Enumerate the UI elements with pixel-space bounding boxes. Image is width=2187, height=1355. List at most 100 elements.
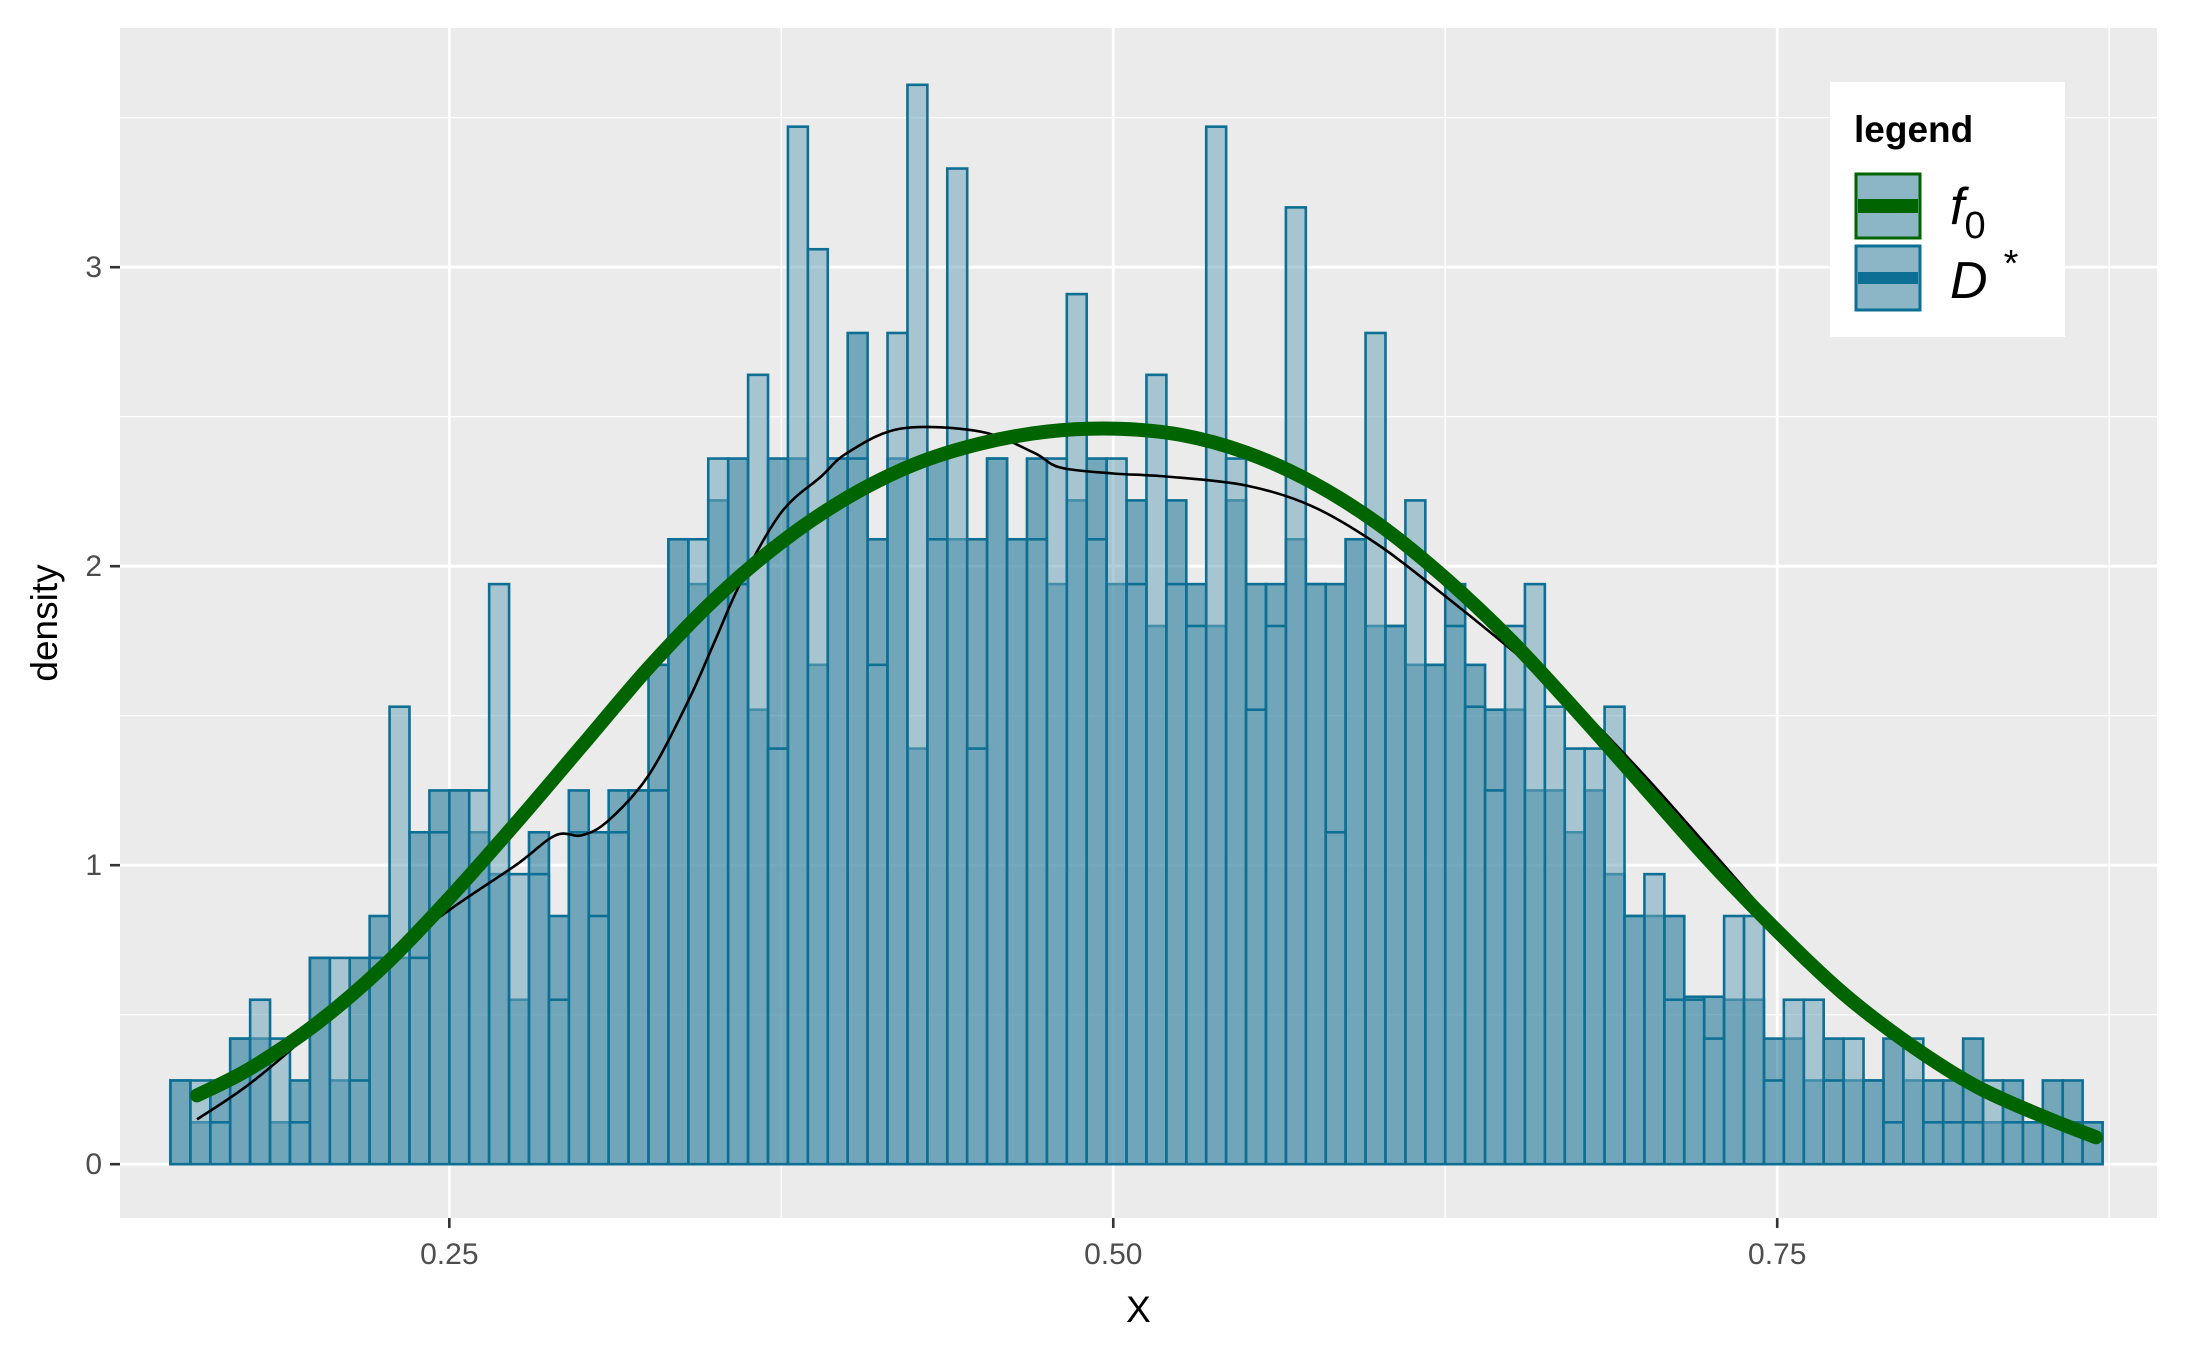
histogram-b-bar [726, 582, 750, 1166]
histogram-b-bar [2001, 1121, 2025, 1166]
histogram-b-bar [1623, 914, 1646, 1166]
histogram-b-bar [1463, 705, 1487, 1166]
histogram-b-bar [268, 1037, 292, 1166]
histogram-b-bar [1921, 1121, 1945, 1166]
histogram-b-bar [1563, 747, 1586, 1166]
x-tick-label: 0.50 [1084, 1238, 1142, 1271]
histogram-b-bar [965, 747, 989, 1166]
histogram-b-bar [1762, 1079, 1786, 1166]
histogram-b-bar [587, 914, 610, 1166]
histogram-b-bar [1483, 789, 1507, 1166]
histogram-b-bar [1045, 457, 1069, 1166]
histogram-b-bar [1284, 206, 1308, 1166]
histogram-b-bar [746, 373, 770, 1166]
histogram-b-bar [1543, 705, 1567, 1166]
histogram-b-bar [1185, 624, 1208, 1166]
histogram-b-bar [1722, 914, 1746, 1166]
legend-label-f0: f0 [1950, 178, 1986, 247]
histogram-b-bar [288, 1121, 312, 1166]
histogram-b-bar [945, 167, 969, 1166]
histogram-b-bar [1125, 582, 1148, 1166]
histogram-b-bar [428, 830, 451, 1166]
legend-title: legend [1854, 109, 1973, 150]
y-tick-label: 2 [85, 550, 102, 583]
x-axis-title: X [1126, 1289, 1151, 1330]
histogram-b-bar [1085, 537, 1108, 1166]
histogram-b-bar [1862, 1079, 1885, 1166]
legend: legend f0 D * [1830, 82, 2065, 337]
f0-curve [190, 421, 2103, 1145]
histogram-b-bar [228, 1037, 252, 1166]
histogram-b-bar [1404, 499, 1427, 1166]
histogram-b-bar [1842, 1037, 1865, 1166]
histogram-b-bar [786, 125, 810, 1166]
legend-label-f0-sub: 0 [1964, 205, 1985, 247]
x-axis: 0.25 0.50 0.75 [420, 1218, 1806, 1271]
histogram-b-bars [169, 83, 2104, 1166]
histogram-b-bar [1344, 537, 1367, 1166]
histogram-b-bar [1663, 998, 1686, 1166]
histogram-b-bar [1941, 1121, 1965, 1166]
histogram-b-bar [1244, 708, 1268, 1166]
legend-key-dstar [1854, 244, 1922, 312]
histogram-b-bar [547, 998, 571, 1166]
histogram-b-bar [348, 1079, 371, 1166]
histogram-b-bar [208, 1121, 232, 1166]
histogram-b-bar [1005, 537, 1029, 1166]
histogram-b-bar [487, 582, 511, 1166]
y-axis-title: density [24, 564, 65, 682]
histogram-b-bar [706, 457, 730, 1166]
histogram-b-bar [1304, 582, 1328, 1166]
histogram-b-bar [1443, 624, 1467, 1166]
y-tick-label: 1 [85, 849, 102, 882]
histogram-b-bar [1503, 624, 1527, 1166]
histogram-b-bar [1324, 830, 1347, 1166]
histogram-b-bar [507, 872, 531, 1166]
histogram-b-bar [1025, 537, 1049, 1166]
legend-key-f0 [1854, 172, 1922, 240]
legend-label-dstar: D * [1950, 243, 2019, 310]
histogram-b-bar [1603, 705, 1626, 1166]
histogram-b-bar [866, 663, 889, 1166]
histogram-b-bar [1105, 457, 1128, 1166]
histogram-b-bar [647, 789, 670, 1166]
histogram-b-bar [1682, 998, 1706, 1166]
histogram-b-bar [906, 83, 929, 1166]
histogram-b-bar [826, 457, 849, 1166]
histogram-b-bar [1643, 872, 1666, 1166]
histogram-b-bar [1802, 998, 1825, 1166]
histogram-b-bar [1384, 624, 1407, 1166]
y-axis: 0 1 2 3 [85, 251, 120, 1181]
histogram-b-bar [846, 457, 869, 1166]
histogram-b-bar [687, 537, 710, 1166]
histogram-b-bar [169, 1079, 192, 1166]
histogram-b-bar [308, 956, 332, 1166]
histogram-b-bar [2021, 1121, 2045, 1166]
histogram-b-bar [527, 872, 551, 1166]
legend-label-dstar-sup: * [2004, 243, 2019, 285]
legend-label-f0-base: f [1950, 178, 1969, 236]
histogram-b-bar [1961, 1121, 1985, 1166]
histogram-b-bar [1364, 331, 1387, 1166]
x-tick-label: 0.75 [1748, 1238, 1806, 1271]
histogram-b-bar [766, 747, 790, 1166]
histogram-b-bar [1782, 998, 1806, 1166]
y-tick-label: 0 [85, 1148, 102, 1181]
histogram-b-bar [1702, 1037, 1726, 1166]
histogram-b-bar [1145, 373, 1168, 1166]
histogram-b-bar [1822, 1079, 1845, 1166]
histogram-b-bar [607, 830, 630, 1166]
histogram-b-bar [368, 956, 391, 1166]
legend-label-dstar-base: D [1950, 252, 1988, 310]
histogram-b-bar [408, 956, 431, 1166]
histogram-b-bar [1224, 457, 1248, 1166]
histogram-b-bar [985, 457, 1009, 1166]
x-tick-label: 0.25 [420, 1238, 478, 1271]
histogram-b-bar [567, 830, 591, 1166]
histogram-b-bar [806, 247, 830, 1166]
histogram-b-bar [1424, 663, 1447, 1166]
y-tick-label: 3 [85, 251, 102, 284]
histogram-b-bar [1583, 747, 1606, 1166]
